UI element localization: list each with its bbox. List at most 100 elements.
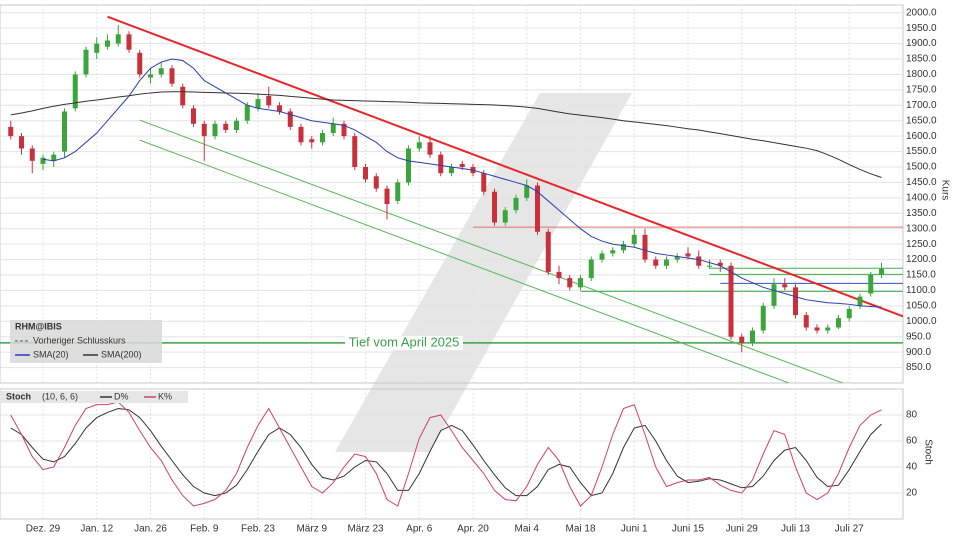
y-tick-label: 900.0 [906,347,931,358]
y-tick-label: 1700.0 [906,100,937,111]
y-tick-label: 1350.0 [906,208,937,219]
candle-body [674,256,680,260]
candle-body [341,123,347,137]
series-line [42,58,882,308]
candle-body [83,49,89,75]
x-tick-label: Juli 27 [835,524,864,535]
candle-body [438,154,444,174]
x-tick-label: Feb. 9 [190,524,219,535]
candle-body [51,154,57,161]
x-tick-label: März 23 [347,524,384,535]
price-panel [0,4,904,384]
y-tick-label: 2000.0 [906,7,937,18]
x-tick-label: Jan. 26 [134,524,167,535]
candle-body [696,256,702,266]
candle-body [481,173,487,192]
trend-line [139,139,791,383]
candle-body [255,99,261,109]
y-tick-label: 20 [906,488,918,499]
candle-body [126,34,132,50]
x-tick-label: Juni 15 [672,524,705,535]
x-tick-label: Feb. 23 [241,524,275,535]
candle-body [685,253,691,257]
x-tick-label: Juni 29 [726,524,759,535]
candle-body [814,327,820,331]
candle-body [29,148,35,161]
y-tick-label: 1550.0 [906,146,937,157]
candle-body [72,74,78,109]
x-tick-label: Mai 18 [565,524,595,535]
legend-label: D% [114,391,129,401]
y-tick-label: 1100.0 [906,285,936,296]
candle-body [212,123,218,137]
y-tick-label: 1200.0 [906,254,937,265]
candle-body [771,284,777,306]
candle-body [427,142,433,155]
legend-label: SMA(200) [101,349,142,359]
candle-body [406,148,411,183]
candle-body [363,167,368,180]
y-tick-label: 1050.0 [906,300,937,311]
x-tick-label: Dez. 29 [26,524,61,535]
candle-body [352,136,358,167]
stoch-panel [0,388,904,520]
y-tick-label: 1300.0 [906,223,937,234]
candle-body [201,123,207,137]
candle-body [19,136,24,149]
candle-body [793,287,798,316]
candle-body [373,176,379,189]
candle-body [287,111,293,127]
y-tick-label: 1400.0 [906,192,937,203]
candle-body [8,126,14,137]
x-tick-label: Juni 1 [621,524,648,535]
candle-body [545,231,551,272]
candle-body [836,318,841,328]
candle-body [384,188,390,205]
y-tick-label: 850.0 [906,362,931,373]
candle-body [599,253,605,260]
symbol: RHM@IBIS [15,321,62,331]
y-tick-label: 1800.0 [906,69,937,80]
candle-body [40,157,46,164]
x-tick-label: Juli 13 [781,524,810,535]
y-tick-label: 1750.0 [906,84,937,95]
level-label-bg [345,335,463,350]
candle-body [631,234,637,245]
candle-body [105,40,110,47]
candle-body [180,86,186,106]
candle-body [309,139,315,143]
trend-line [107,15,903,318]
candle-body [588,259,594,279]
y-tick-label: 1150.0 [906,270,936,281]
y-tick-label: 1500.0 [906,162,937,173]
candle-body [115,34,121,44]
y-tick-label: 1250.0 [906,239,937,250]
candle-body [395,182,401,201]
candle-body [298,126,304,143]
candle-body [223,123,229,130]
candle-body [416,142,422,149]
y-tick-label: 1850.0 [906,54,937,65]
y-axis-title: Kurs [939,180,950,201]
candle-body [320,133,325,143]
candle-body [717,262,723,266]
candle-body [760,305,766,331]
y-tick-label: 60 [906,436,918,447]
candle-body [728,265,734,337]
candle-body [449,167,454,174]
candle-body [707,265,712,267]
x-tick-label: Jan. 12 [80,524,113,535]
series-line [10,91,882,178]
candle-body [578,278,583,288]
x-tick-label: März 9 [296,524,327,535]
plot-area: Tief vom April 2025 [0,5,903,383]
candle-body [459,163,465,167]
y-tick-label: 1650.0 [906,115,937,126]
legend-label: SMA(20) [33,349,69,359]
candle-body [567,278,573,288]
y-tick-label: 80 [906,410,918,421]
candle-body [642,234,648,260]
candle-body [277,105,282,112]
candle-body [137,52,143,75]
